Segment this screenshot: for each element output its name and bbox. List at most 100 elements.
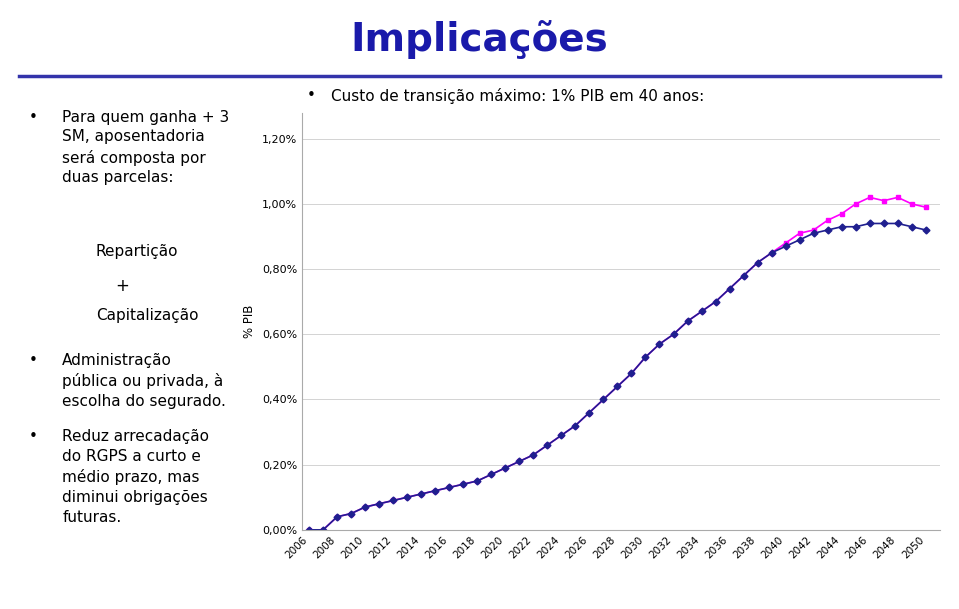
Custo de Transição Cenário 2 (850, 223, 861, 230)
Custo de Transição Cenário 3 (387, 497, 399, 504)
Custo de Transição Cenário 2 (373, 500, 385, 507)
Custo de Transição Cenário 3 (360, 504, 371, 511)
Custo de Transição Cenário 3 (527, 451, 539, 459)
Custo de Transição Cenário 2 (570, 422, 581, 429)
Custo de Transição Cenário 2 (836, 223, 848, 230)
Custo de Transição Cenário 3 (625, 370, 637, 377)
Custo de Transição Cenário 2 (654, 340, 666, 348)
Custo de Transição Cenário 3 (892, 194, 903, 201)
Custo de Transição Cenário 3 (472, 477, 483, 485)
Custo de Transição Cenário 3 (807, 227, 819, 234)
Custo de Transição Cenário 2 (485, 471, 497, 478)
Custo de Transição Cenário 2 (752, 259, 763, 266)
Text: Custo de transição máximo: 1% PIB em 40 anos:: Custo de transição máximo: 1% PIB em 40 … (331, 88, 704, 104)
Custo de Transição Cenário 3 (415, 490, 427, 498)
Custo de Transição Cenário 2 (682, 318, 693, 325)
Text: Administração
pública ou privada, à
escolha do segurado.: Administração pública ou privada, à esco… (62, 353, 226, 409)
Custo de Transição Cenário 2 (864, 220, 876, 227)
Line: Custo de Transição Cenário 2: Custo de Transição Cenário 2 (307, 221, 928, 532)
Custo de Transição Cenário 2 (527, 451, 539, 459)
Custo de Transição Cenário 3 (345, 510, 357, 517)
Custo de Transição Cenário 3 (710, 298, 721, 305)
Custo de Transição Cenário 3 (570, 422, 581, 429)
Custo de Transição Cenário 2 (500, 464, 511, 471)
Custo de Transição Cenário 3 (724, 285, 736, 292)
Custo de Transição Cenário 2 (402, 493, 413, 501)
Text: Repartição: Repartição (96, 244, 178, 259)
Custo de Transição Cenário 2 (303, 526, 315, 533)
Custo de Transição Cenário 2 (696, 308, 708, 315)
Custo de Transição Cenário 2 (612, 383, 623, 390)
Custo de Transição Cenário 3 (667, 331, 679, 338)
Custo de Transição Cenário 3 (780, 239, 791, 247)
Text: +: + (115, 277, 129, 295)
Custo de Transição Cenário 3 (597, 396, 609, 403)
Custo de Transição Cenário 2 (360, 504, 371, 511)
Custo de Transição Cenário 2 (766, 249, 778, 256)
Custo de Transição Cenário 3 (766, 249, 778, 256)
Custo de Transição Cenário 3 (402, 493, 413, 501)
Custo de Transição Cenário 2 (317, 526, 329, 533)
Custo de Transição Cenário 3 (457, 481, 469, 488)
Text: Reduz arrecadação
do RGPS a curto e
médio prazo, mas
diminui obrigações
futuras.: Reduz arrecadação do RGPS a curto e médi… (62, 429, 209, 525)
Custo de Transição Cenário 2 (724, 285, 736, 292)
Custo de Transição Cenário 3 (752, 259, 763, 266)
Custo de Transição Cenário 2 (457, 481, 469, 488)
Custo de Transição Cenário 3 (555, 432, 567, 439)
Text: Implicações: Implicações (351, 20, 608, 59)
Custo de Transição Cenário 3 (906, 200, 918, 208)
Custo de Transição Cenário 3 (737, 272, 749, 280)
Text: •: • (307, 88, 316, 104)
Custo de Transição Cenário 2 (443, 484, 455, 491)
Custo de Transição Cenário 3 (612, 383, 623, 390)
Custo de Transição Cenário 2 (920, 227, 931, 234)
Custo de Transição Cenário 3 (430, 487, 441, 495)
Custo de Transição Cenário 2 (822, 227, 833, 234)
Custo de Transição Cenário 2 (345, 510, 357, 517)
Custo de Transição Cenário 2 (667, 331, 679, 338)
Custo de Transição Cenário 2 (737, 272, 749, 280)
Custo de Transição Cenário 2 (332, 513, 343, 521)
Custo de Transição Cenário 3 (822, 217, 833, 224)
Custo de Transição Cenário 3 (373, 500, 385, 507)
Custo de Transição Cenário 2 (514, 458, 526, 465)
Custo de Transição Cenário 3 (836, 210, 848, 217)
Custo de Transição Cenário 2 (597, 396, 609, 403)
Custo de Transição Cenário 3 (920, 203, 931, 211)
Custo de Transição Cenário 3 (640, 353, 651, 361)
Custo de Transição Cenário 3 (514, 458, 526, 465)
Custo de Transição Cenário 3 (696, 308, 708, 315)
Text: •: • (29, 353, 37, 368)
Custo de Transição Cenário 2 (584, 409, 596, 416)
Custo de Transição Cenário 3 (654, 340, 666, 348)
Text: •: • (29, 429, 37, 445)
Custo de Transição Cenário 2 (640, 353, 651, 361)
Custo de Transição Cenário 2 (430, 487, 441, 495)
Text: Capitalização: Capitalização (96, 308, 199, 323)
Custo de Transição Cenário 2 (794, 236, 806, 244)
Custo de Transição Cenário 3 (443, 484, 455, 491)
Custo de Transição Cenário 3 (317, 526, 329, 533)
Custo de Transição Cenário 3 (584, 409, 596, 416)
Custo de Transição Cenário 2 (807, 230, 819, 237)
Custo de Transição Cenário 2 (555, 432, 567, 439)
Custo de Transição Cenário 3 (303, 526, 315, 533)
Custo de Transição Cenário 2 (387, 497, 399, 504)
Custo de Transição Cenário 2 (906, 223, 918, 230)
Custo de Transição Cenário 3 (682, 318, 693, 325)
Custo de Transição Cenário 3 (500, 464, 511, 471)
Custo de Transição Cenário 3 (485, 471, 497, 478)
Custo de Transição Cenário 3 (794, 230, 806, 237)
Custo de Transição Cenário 3 (864, 194, 876, 201)
Custo de Transição Cenário 2 (542, 442, 553, 449)
Custo de Transição Cenário 2 (878, 220, 890, 227)
Custo de Transição Cenário 2 (710, 298, 721, 305)
Custo de Transição Cenário 3 (850, 200, 861, 208)
Custo de Transição Cenário 2 (472, 477, 483, 485)
Text: Para quem ganha + 3
SM, aposentadoria
será composta por
duas parcelas:: Para quem ganha + 3 SM, aposentadoria se… (62, 110, 229, 185)
Text: •: • (29, 110, 37, 125)
Custo de Transição Cenário 2 (892, 220, 903, 227)
Custo de Transição Cenário 2 (625, 370, 637, 377)
Custo de Transição Cenário 2 (780, 242, 791, 250)
Custo de Transição Cenário 3 (332, 513, 343, 521)
